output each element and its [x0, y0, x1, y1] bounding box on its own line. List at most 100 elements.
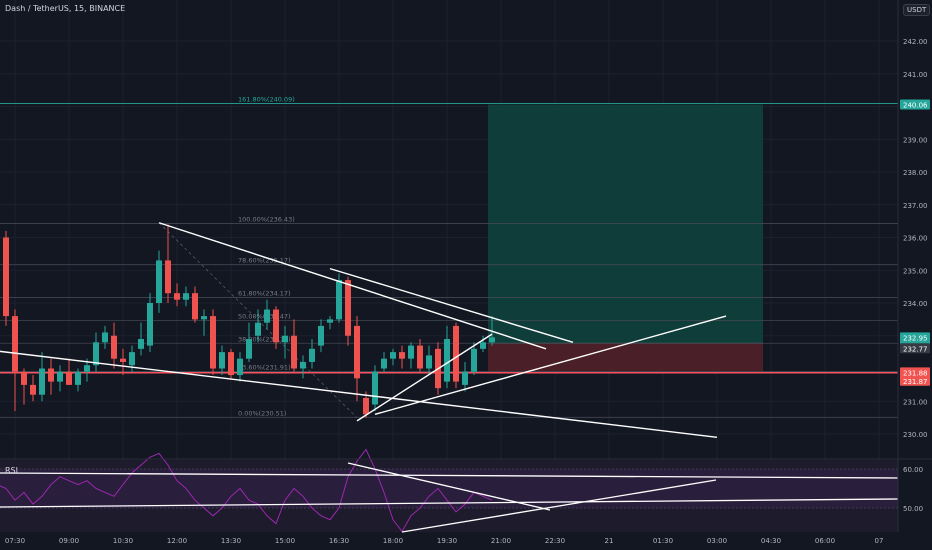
- time-tick: 06:00: [815, 537, 835, 545]
- fib-label: 23.60%(231.91): [238, 363, 291, 371]
- time-tick: 09:00: [59, 537, 79, 545]
- fib-label: 38.20%(232.77): [238, 335, 291, 343]
- rsi-trend-line: [0, 472, 899, 479]
- currency-badge[interactable]: USDT: [903, 4, 931, 16]
- trend-line: [329, 267, 574, 343]
- price-tick: 238.00: [903, 169, 928, 177]
- trend-line: [0, 350, 718, 438]
- candle-body: [219, 352, 225, 369]
- candle-body: [480, 342, 486, 349]
- trend-line: [356, 333, 493, 422]
- candle-body: [156, 260, 162, 303]
- fib-label: 61.80%(234.17): [238, 289, 291, 297]
- candle-body: [75, 371, 81, 385]
- rsi-trend-line: [0, 498, 899, 508]
- target-zone: [488, 104, 763, 344]
- price-tick: 231.00: [903, 398, 928, 406]
- trend-lines[interactable]: [0, 222, 727, 438]
- time-tick: 12:00: [167, 537, 187, 545]
- candle-body: [282, 335, 288, 343]
- candle-body: [237, 358, 243, 376]
- price-axis[interactable]: 242.00241.00240.00239.00238.00237.00236.…: [900, 38, 930, 513]
- time-axis[interactable]: 07:30 09:00 10:30 12:00 13:30 15:00 16:30 18:00…: [5, 537, 884, 545]
- trend-line: [374, 315, 727, 416]
- candle-body: [462, 371, 468, 385]
- time-tick: 04:30: [761, 537, 781, 545]
- stop-zone: [488, 343, 763, 373]
- rsi-trend-line: [401, 479, 717, 533]
- candle-body: [84, 365, 90, 372]
- price-tick: 234.00: [903, 300, 928, 308]
- candle-body: [174, 293, 180, 300]
- candle-body: [291, 335, 297, 369]
- price-label: 231.87: [903, 378, 928, 386]
- candle-body: [453, 325, 459, 382]
- price-label: 240.06: [903, 102, 928, 110]
- candle-body: [66, 371, 72, 385]
- candle-body: [426, 355, 432, 369]
- time-tick: 07: [875, 537, 884, 545]
- rsi-trend-line: [347, 462, 551, 511]
- fib-label: 100.00%(236.43): [238, 215, 295, 223]
- candle-body: [21, 371, 27, 385]
- time-tick: 19:30: [437, 537, 457, 545]
- candle-body: [273, 309, 279, 343]
- price-tick: 241.00: [903, 71, 928, 79]
- time-tick: 21:00: [491, 537, 511, 545]
- price-label-bg: [900, 99, 930, 110]
- candle-body: [48, 368, 54, 382]
- candle-body: [390, 352, 396, 359]
- fib-label: 161.80%(240.09): [238, 96, 295, 104]
- price-tick: 239.00: [903, 136, 928, 144]
- long-position-tool[interactable]: [0, 104, 898, 374]
- candle-body: [111, 335, 117, 359]
- fib-label: 78.60%(235.17): [238, 257, 291, 265]
- candle-body: [201, 316, 207, 320]
- price-label-bg: [900, 343, 930, 354]
- candle-body: [264, 309, 270, 323]
- candles: [3, 224, 495, 418]
- candle-body: [3, 237, 9, 317]
- candle-body: [300, 361, 306, 369]
- time-tick: 10:30: [113, 537, 133, 545]
- time-tick: 01:30: [653, 537, 673, 545]
- candle-body: [129, 352, 135, 366]
- trend-line: [158, 222, 547, 350]
- price-label: 232.77: [903, 345, 928, 353]
- candle-body: [210, 316, 216, 369]
- candle-body: [444, 339, 450, 382]
- candle-body: [39, 368, 45, 395]
- time-tick: 15:00: [275, 537, 295, 545]
- symbol-title: Dash / TetherUS, 15, BINANCE: [5, 4, 126, 13]
- candle-body: [417, 345, 423, 369]
- rsi-line: [0, 448, 493, 533]
- candle-body: [30, 384, 36, 395]
- price-label-bg: [900, 367, 930, 378]
- candle-body: [57, 371, 63, 382]
- time-tick: 22:30: [545, 537, 565, 545]
- candle-body: [93, 342, 99, 366]
- time-tick: 21: [605, 537, 614, 545]
- rsi-tick: 60.00: [903, 466, 923, 474]
- rsi-tick: 50.00: [903, 505, 923, 513]
- candle-body: [255, 322, 261, 336]
- time-tick: 13:30: [221, 537, 241, 545]
- candle-body: [246, 339, 252, 359]
- candle-body: [354, 325, 360, 379]
- candle-body: [120, 358, 126, 362]
- rsi-pane: [0, 448, 899, 533]
- price-label: 231.88: [903, 369, 928, 377]
- price-tick: 235.00: [903, 267, 928, 275]
- price-label: 232.95: [903, 334, 928, 342]
- candle-body: [408, 345, 414, 359]
- candle-body: [138, 339, 144, 349]
- fib-label: 0.00%(230.51): [238, 409, 286, 417]
- candle-body: [147, 303, 153, 346]
- price-pane-bg: [0, 0, 898, 458]
- candle-body: [336, 280, 342, 320]
- candle-body: [345, 280, 351, 336]
- candle-body: [102, 332, 108, 343]
- candle-body: [327, 319, 333, 323]
- candle-body: [183, 293, 189, 300]
